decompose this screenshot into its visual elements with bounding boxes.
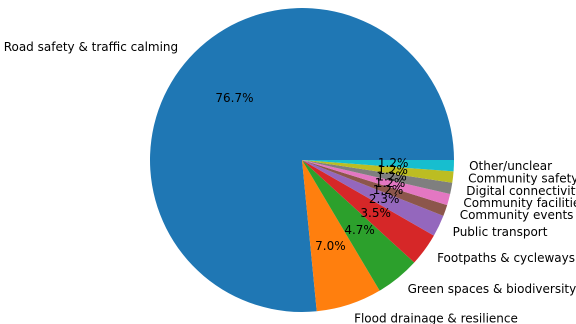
slice-labels: Road safety & traffic calming Flood drain… <box>4 40 576 324</box>
slice-label-digital-connectivity: Digital connectivity <box>466 184 576 198</box>
pie-slice-community-events <box>302 160 448 216</box>
percent-label-public-transport: 2.3% <box>369 192 400 206</box>
pie-slice-public-transport <box>302 160 444 236</box>
slice-label-flood-drainage-resilience: Flood drainage & resilience <box>354 311 518 324</box>
slice-label-community-safety: Community safety <box>468 171 576 185</box>
pie-slice-footpaths-cycleways <box>302 160 434 263</box>
percent-label-footpaths-cycleways: 3.5% <box>360 206 391 220</box>
pie-slice-digital-connectivity <box>302 160 453 195</box>
slice-label-community-events: Community events <box>460 208 574 222</box>
pie-slice-other-unclear <box>302 160 454 172</box>
pie-slice-green-spaces-biodiversity <box>302 160 415 291</box>
pie-slice-community-safety <box>302 160 454 183</box>
percent-label-community-safety: 1.2% <box>377 163 408 177</box>
percent-label-flood-drainage-resilience: 7.0% <box>315 239 346 253</box>
slice-label-green-spaces-biodiversity: Green spaces & biodiversity <box>408 282 576 296</box>
slice-label-public-transport: Public transport <box>453 225 548 239</box>
slice-label-community-facilities: Community facilities <box>463 196 576 210</box>
pie-slices <box>150 8 454 312</box>
percent-labels: 76.7%7.0%4.7%3.5%2.3%1.2%1.2%1.2%1.2%1.2… <box>215 91 408 253</box>
percent-label-community-facilities: 1.2% <box>375 176 406 190</box>
slice-label-footpaths-cycleways: Footpaths & cycleways <box>437 251 575 265</box>
pie-slice-flood-drainage-resilience <box>302 160 380 312</box>
percent-label-green-spaces-biodiversity: 4.7% <box>344 223 375 237</box>
percent-label-road-safety-traffic-calming: 76.7% <box>215 91 253 105</box>
slice-label-road-safety-traffic-calming: Road safety & traffic calming <box>4 40 178 54</box>
percent-label-community-events: 1.2% <box>373 183 404 197</box>
percent-label-digital-connectivity: 1.2% <box>376 170 407 184</box>
slice-label-other-unclear: Other/unclear <box>469 159 552 173</box>
percent-label-other-unclear: 1.2% <box>378 156 409 170</box>
pie-slice-community-facilities <box>302 160 451 206</box>
pie-slice-road-safety-traffic-calming <box>150 8 454 312</box>
